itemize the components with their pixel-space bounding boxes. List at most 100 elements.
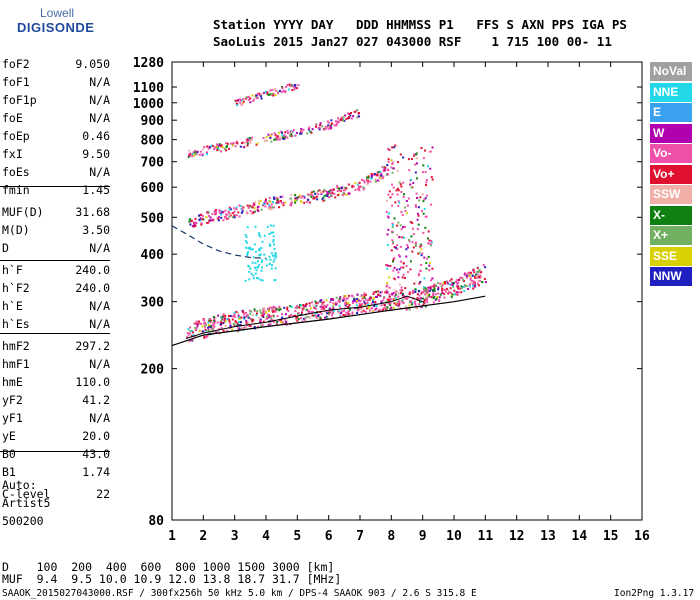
echo-point xyxy=(467,287,470,290)
echo-point xyxy=(307,128,310,131)
echo-point xyxy=(254,272,257,275)
echo-point xyxy=(468,274,471,277)
echo-point xyxy=(361,297,364,300)
echo-point xyxy=(367,176,370,179)
param-name: h`F2 xyxy=(2,281,30,295)
echo-point xyxy=(247,95,250,98)
echo-point xyxy=(259,95,262,98)
echo-point xyxy=(284,201,287,204)
echo-point xyxy=(289,197,292,200)
echo-point xyxy=(408,308,411,311)
echo-point xyxy=(424,290,427,293)
echo-point xyxy=(270,133,273,136)
echo-point xyxy=(260,269,263,272)
x-tick-label: 3 xyxy=(231,529,239,544)
echo-point xyxy=(246,252,249,255)
echo-point xyxy=(473,270,476,273)
echo-point xyxy=(269,200,272,203)
echo-point xyxy=(318,189,321,192)
echo-point xyxy=(244,311,247,314)
echo-point xyxy=(290,204,293,207)
param-row: hmF1 N/A xyxy=(2,357,110,375)
echo-point xyxy=(258,92,261,95)
echo-point xyxy=(193,225,196,228)
profile-line xyxy=(185,295,425,339)
echo-point xyxy=(253,243,256,246)
echo-point xyxy=(317,313,320,316)
echo-point xyxy=(319,301,322,304)
echo-point xyxy=(233,323,236,326)
echo-point xyxy=(478,276,481,279)
echo-point xyxy=(356,116,359,119)
echo-point xyxy=(400,286,403,289)
echo-point xyxy=(414,153,417,156)
echo-point xyxy=(389,298,392,301)
echo-point xyxy=(315,302,318,305)
echo-point xyxy=(242,311,245,314)
echo-point xyxy=(260,208,263,211)
echo-point xyxy=(377,293,380,296)
echo-point xyxy=(392,306,395,309)
echo-point xyxy=(251,320,254,323)
echo-point xyxy=(233,311,236,314)
echo-point xyxy=(253,203,256,206)
echo-point xyxy=(408,304,411,307)
echo-point xyxy=(296,196,299,199)
echo-point xyxy=(388,295,391,298)
echo-point xyxy=(224,147,227,150)
echo-point xyxy=(276,200,279,203)
echo-point xyxy=(391,204,394,207)
echo-point xyxy=(314,312,317,315)
echo-point xyxy=(467,272,470,275)
logo-digisonde: DIGISONDE xyxy=(17,20,95,35)
param-row: MUF(D) 31.68 xyxy=(2,205,110,223)
echo-point xyxy=(355,301,358,304)
echo-point xyxy=(415,162,418,165)
echo-point xyxy=(388,148,391,151)
echo-point xyxy=(324,194,327,197)
echo-point xyxy=(391,162,394,165)
param-name: foF1 xyxy=(2,75,30,89)
echo-point xyxy=(243,316,246,319)
echo-point xyxy=(462,279,465,282)
echo-point xyxy=(445,287,448,290)
echo-point xyxy=(344,294,347,297)
param-name: yE xyxy=(2,429,16,443)
y-tick-label: 1280 xyxy=(133,56,164,71)
echo-point xyxy=(393,246,396,249)
echo-point xyxy=(256,96,259,99)
echo-point xyxy=(294,194,297,197)
echo-point xyxy=(475,273,478,276)
echo-point xyxy=(231,142,234,145)
echo-point xyxy=(318,128,321,131)
echo-point xyxy=(386,244,389,247)
echo-point xyxy=(356,298,359,301)
echo-point xyxy=(224,209,227,212)
echo-point xyxy=(332,312,335,315)
echo-point xyxy=(269,206,272,209)
echo-point xyxy=(284,135,287,138)
echo-point xyxy=(250,206,253,209)
echo-point xyxy=(397,254,400,257)
echo-point xyxy=(344,303,347,306)
echo-point xyxy=(473,285,476,288)
echo-point xyxy=(424,293,427,296)
echo-point xyxy=(341,194,344,197)
echo-point xyxy=(209,216,212,219)
echo-point xyxy=(247,265,250,268)
echo-point xyxy=(443,296,446,299)
echo-point xyxy=(370,176,373,179)
x-tick-label: 15 xyxy=(603,529,619,544)
echo-point xyxy=(423,198,426,201)
echo-point xyxy=(382,175,385,178)
echo-point xyxy=(268,306,271,309)
echo-point xyxy=(338,187,341,190)
echo-point xyxy=(263,307,266,310)
echo-point xyxy=(202,148,205,151)
echo-point xyxy=(263,253,266,256)
echo-point xyxy=(329,301,332,304)
echo-point xyxy=(327,192,330,195)
echo-point xyxy=(342,313,345,316)
echo-point xyxy=(331,192,334,195)
echo-point xyxy=(450,284,453,287)
